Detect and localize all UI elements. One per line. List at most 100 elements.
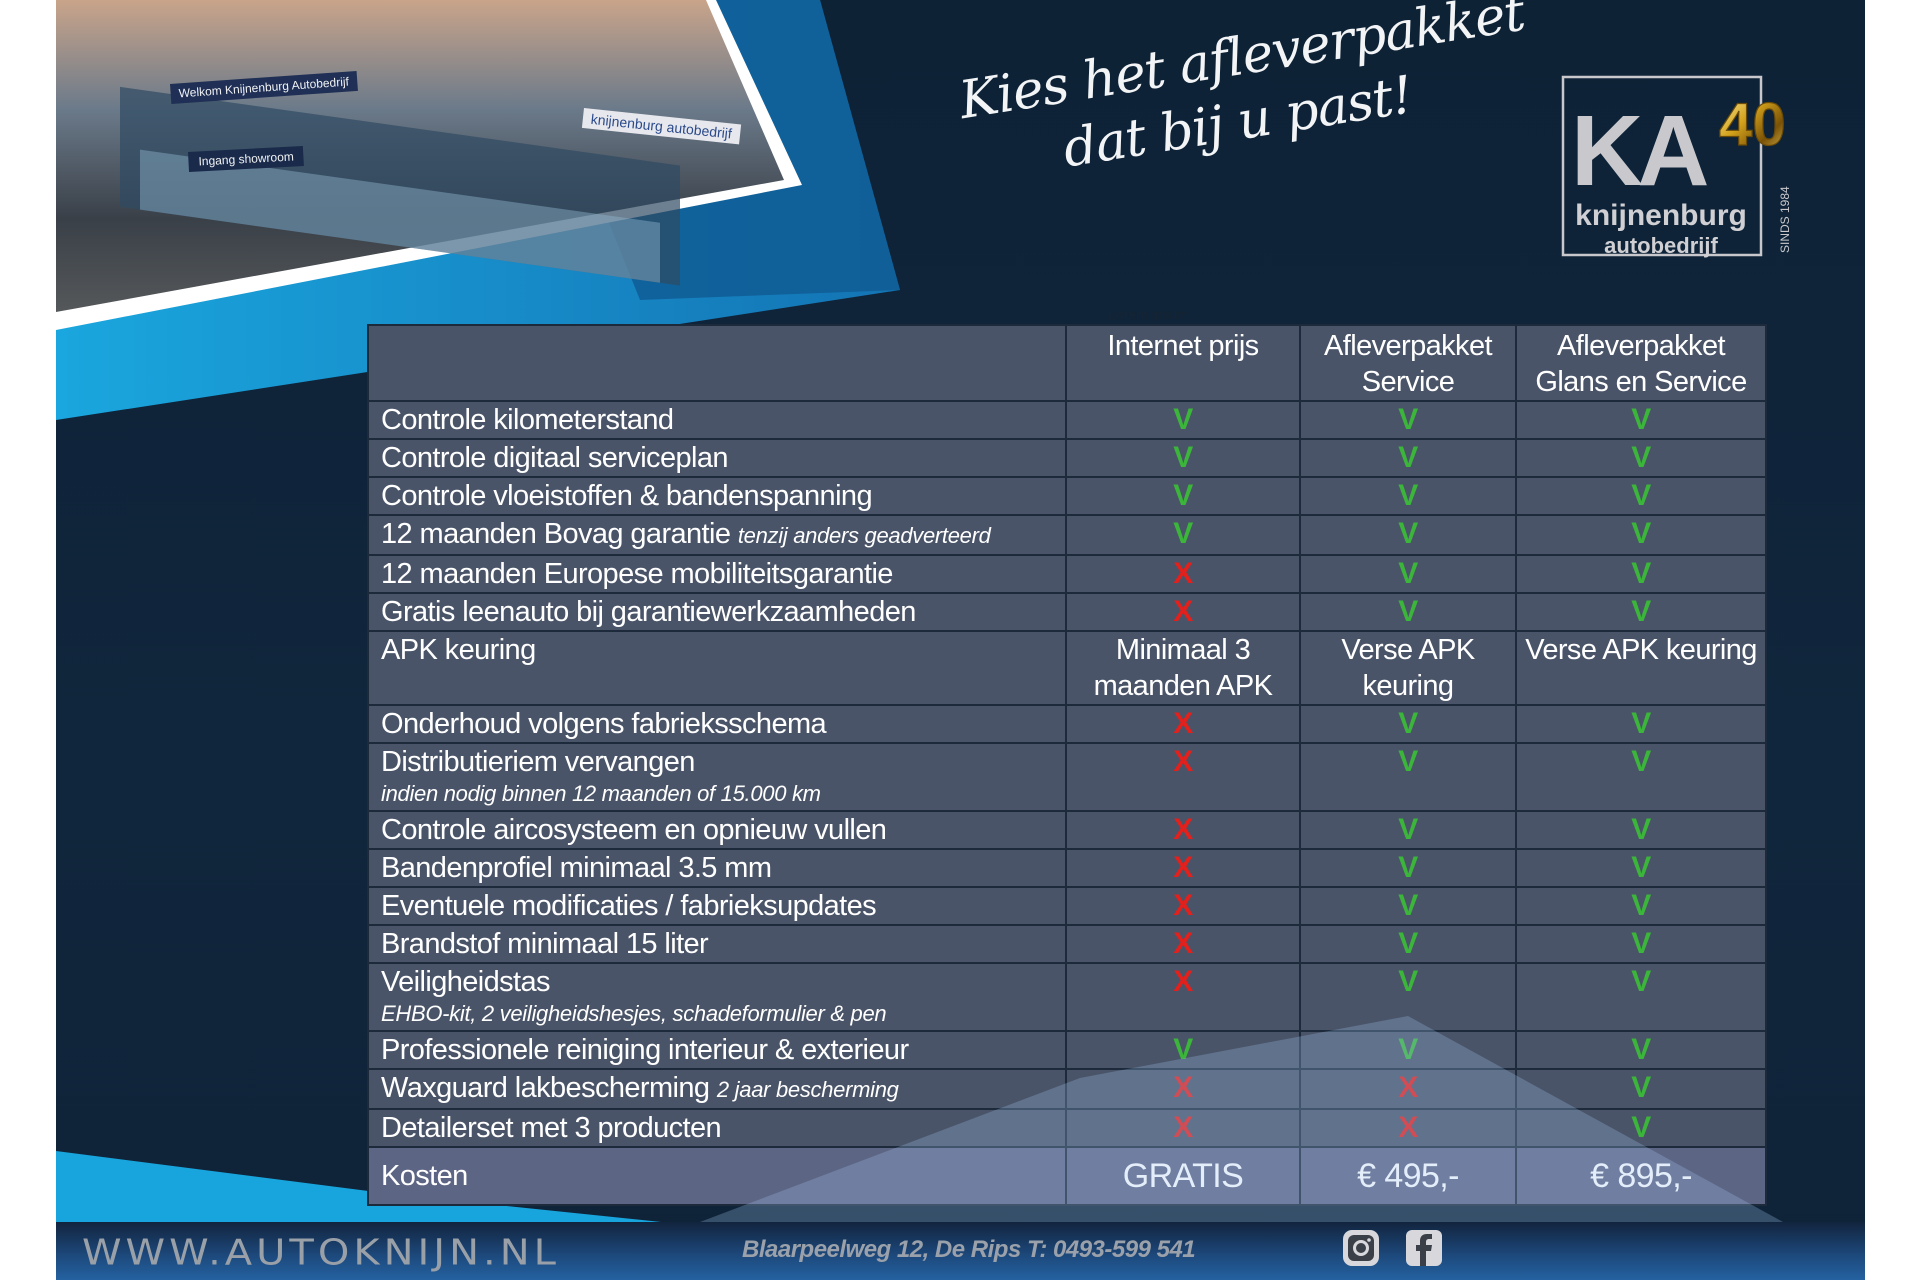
facebook-icon[interactable] (1404, 1228, 1444, 1268)
cross-mark: X (1299, 1108, 1517, 1148)
check-mark: V (1515, 554, 1767, 594)
row-label: Controle digitaal serviceplan (381, 442, 729, 474)
check-mark: V (1299, 742, 1517, 812)
check-mark: V (1515, 810, 1767, 850)
cross-mark: X (1065, 704, 1301, 744)
check-mark: V (1065, 438, 1301, 478)
row-label-cell: 12 maanden Bovag garantie tenzij anders … (367, 514, 1067, 556)
comparison-table: Internet prijs Afleverpakket Service Aflev… (367, 324, 1767, 1206)
table-row: Bandenprofiel minimaal 3.5 mm X V V (367, 848, 1767, 888)
table-row: 12 maanden Europese mobiliteitsgarantie X… (367, 554, 1767, 594)
cross-mark: X (1065, 1108, 1301, 1148)
row-label-cell: Veiligheidstas EHBO-kit, 2 veiligheidshes… (367, 962, 1067, 1032)
check-mark: V (1299, 1030, 1517, 1070)
check-mark: V (1515, 514, 1767, 556)
row-label-cell: Professionele reiniging interieur & exte… (367, 1030, 1067, 1070)
check-mark: V (1299, 476, 1517, 516)
check-mark: V (1515, 704, 1767, 744)
check-mark: V (1065, 514, 1301, 556)
showroom-building (120, 86, 680, 286)
row-note: 2 jaar bescherming (716, 1077, 899, 1102)
table-row: Controle vloeistoffen & bandenspanning V V… (367, 476, 1767, 516)
showroom-windows (140, 149, 660, 283)
check-mark: V (1515, 400, 1767, 440)
row-note: tenzij anders geadverteerd (737, 523, 991, 548)
check-mark: V (1515, 1108, 1767, 1148)
table-row: Onderhoud volgens fabrieksschema X V V (367, 704, 1767, 744)
faint-placeholder-text: Lorem ipsum (1108, 306, 1189, 322)
check-mark: V (1515, 886, 1767, 926)
cross-mark: X (1065, 742, 1301, 812)
check-mark: V (1299, 962, 1517, 1032)
check-mark: V (1299, 514, 1517, 556)
table-row: Eventuele modificaties / fabrieksupdates… (367, 886, 1767, 926)
blue-streak-bottom-left (56, 1151, 661, 1222)
table-row: APK keuring Minimaal 3 maanden APK Verse A… (367, 630, 1767, 706)
cross-mark: X (1065, 554, 1301, 594)
check-mark: V (1299, 704, 1517, 744)
check-mark: V (1299, 848, 1517, 888)
table-row: Professionele reiniging interieur & exte… (367, 1030, 1767, 1070)
svg-text:autobedrijf: autobedrijf (1604, 233, 1718, 258)
check-mark: V (1515, 924, 1767, 964)
cross-mark: X (1299, 1068, 1517, 1110)
row-label: Waxguard lakbescherming (381, 1072, 710, 1104)
row-label: 12 maanden Bovag garantie (381, 518, 731, 550)
cross-mark: X (1065, 848, 1301, 888)
row-label-cell: Bandenprofiel minimaal 3.5 mm (367, 848, 1067, 888)
table-row: Controle aircosysteem en opnieuw vullen X… (367, 810, 1767, 850)
check-mark: V (1299, 886, 1517, 926)
row-note: indien nodig binnen 12 maanden of 15.000… (381, 781, 821, 806)
check-mark: V (1515, 1068, 1767, 1110)
row-label: 12 maanden Europese mobiliteitsgarantie (381, 558, 893, 590)
table-row: Brandstof minimaal 15 liter X V V (367, 924, 1767, 964)
row-label-cell: APK keuring (367, 630, 1067, 706)
table-row: 12 maanden Bovag garantie tenzij anders … (367, 514, 1767, 556)
row-label-cell: Gratis leenauto bij garantiewerkzaamhede… (367, 592, 1067, 632)
row-label: Detailerset met 3 producten (381, 1112, 722, 1144)
row-label-cell: Eventuele modificaties / fabrieksupdates (367, 886, 1067, 926)
cross-mark: X (1065, 592, 1301, 632)
cell-text: Verse APK keuring (1299, 630, 1517, 706)
price-cell: € 495,- (1299, 1146, 1517, 1206)
row-label: Eventuele modificaties / fabrieksupdates (381, 890, 877, 922)
check-mark: V (1065, 476, 1301, 516)
address-phone: Blaarpeelweg 12, De Rips T: 0493-599 541 (742, 1236, 1196, 1263)
row-label: Controle kilometerstand (381, 404, 674, 436)
column-header: Afleverpakket Glans en Service (1515, 324, 1767, 402)
table-row: Gratis leenauto bij garantiewerkzaamhede… (367, 592, 1767, 632)
row-label-cell: Brandstof minimaal 15 liter (367, 924, 1067, 964)
table-row: Detailerset met 3 producten X X V (367, 1108, 1767, 1148)
cell-text: Minimaal 3 maanden APK (1065, 630, 1301, 706)
cross-mark: X (1065, 886, 1301, 926)
check-mark: V (1299, 400, 1517, 440)
column-header: Afleverpakket Service (1299, 324, 1517, 402)
total-label: Kosten (367, 1146, 1067, 1206)
svg-text:KA: KA (1571, 95, 1707, 207)
row-label-cell: Onderhoud volgens fabrieksschema (367, 704, 1067, 744)
table-row: Veiligheidstas EHBO-kit, 2 veiligheidshes… (367, 962, 1767, 1032)
check-mark: V (1299, 554, 1517, 594)
check-mark: V (1065, 1030, 1301, 1070)
row-label-cell: Controle kilometerstand (367, 400, 1067, 440)
total-row: Kosten GRATIS € 495,- € 895,- (367, 1146, 1767, 1206)
row-label-cell: Distributieriem vervangen indien nodig bi… (367, 742, 1067, 812)
row-label: Brandstof minimaal 15 liter (381, 928, 709, 960)
row-note: EHBO-kit, 2 veiligheidshesjes, schadefor… (381, 1001, 887, 1026)
row-label: Onderhoud volgens fabrieksschema (381, 708, 827, 740)
row-label-cell: Controle vloeistoffen & bandenspanning (367, 476, 1067, 516)
row-label: Professionele reiniging interieur & exte… (381, 1034, 909, 1066)
table-row: Distributieriem vervangen indien nodig bi… (367, 742, 1767, 812)
row-label-cell: Waxguard lakbescherming 2 jaar beschermi… (367, 1068, 1067, 1110)
row-label: APK keuring (381, 634, 536, 666)
cross-mark: X (1065, 924, 1301, 964)
price-cell: GRATIS (1065, 1146, 1301, 1206)
check-mark: V (1299, 810, 1517, 850)
check-mark: V (1515, 742, 1767, 812)
instagram-icon[interactable] (1341, 1228, 1381, 1268)
check-mark: V (1515, 592, 1767, 632)
row-label-cell: Detailerset met 3 producten (367, 1108, 1067, 1148)
website-link[interactable]: WWW.AUTOKNIJN.NL (82, 1232, 560, 1274)
price-cell: € 895,- (1515, 1146, 1767, 1206)
